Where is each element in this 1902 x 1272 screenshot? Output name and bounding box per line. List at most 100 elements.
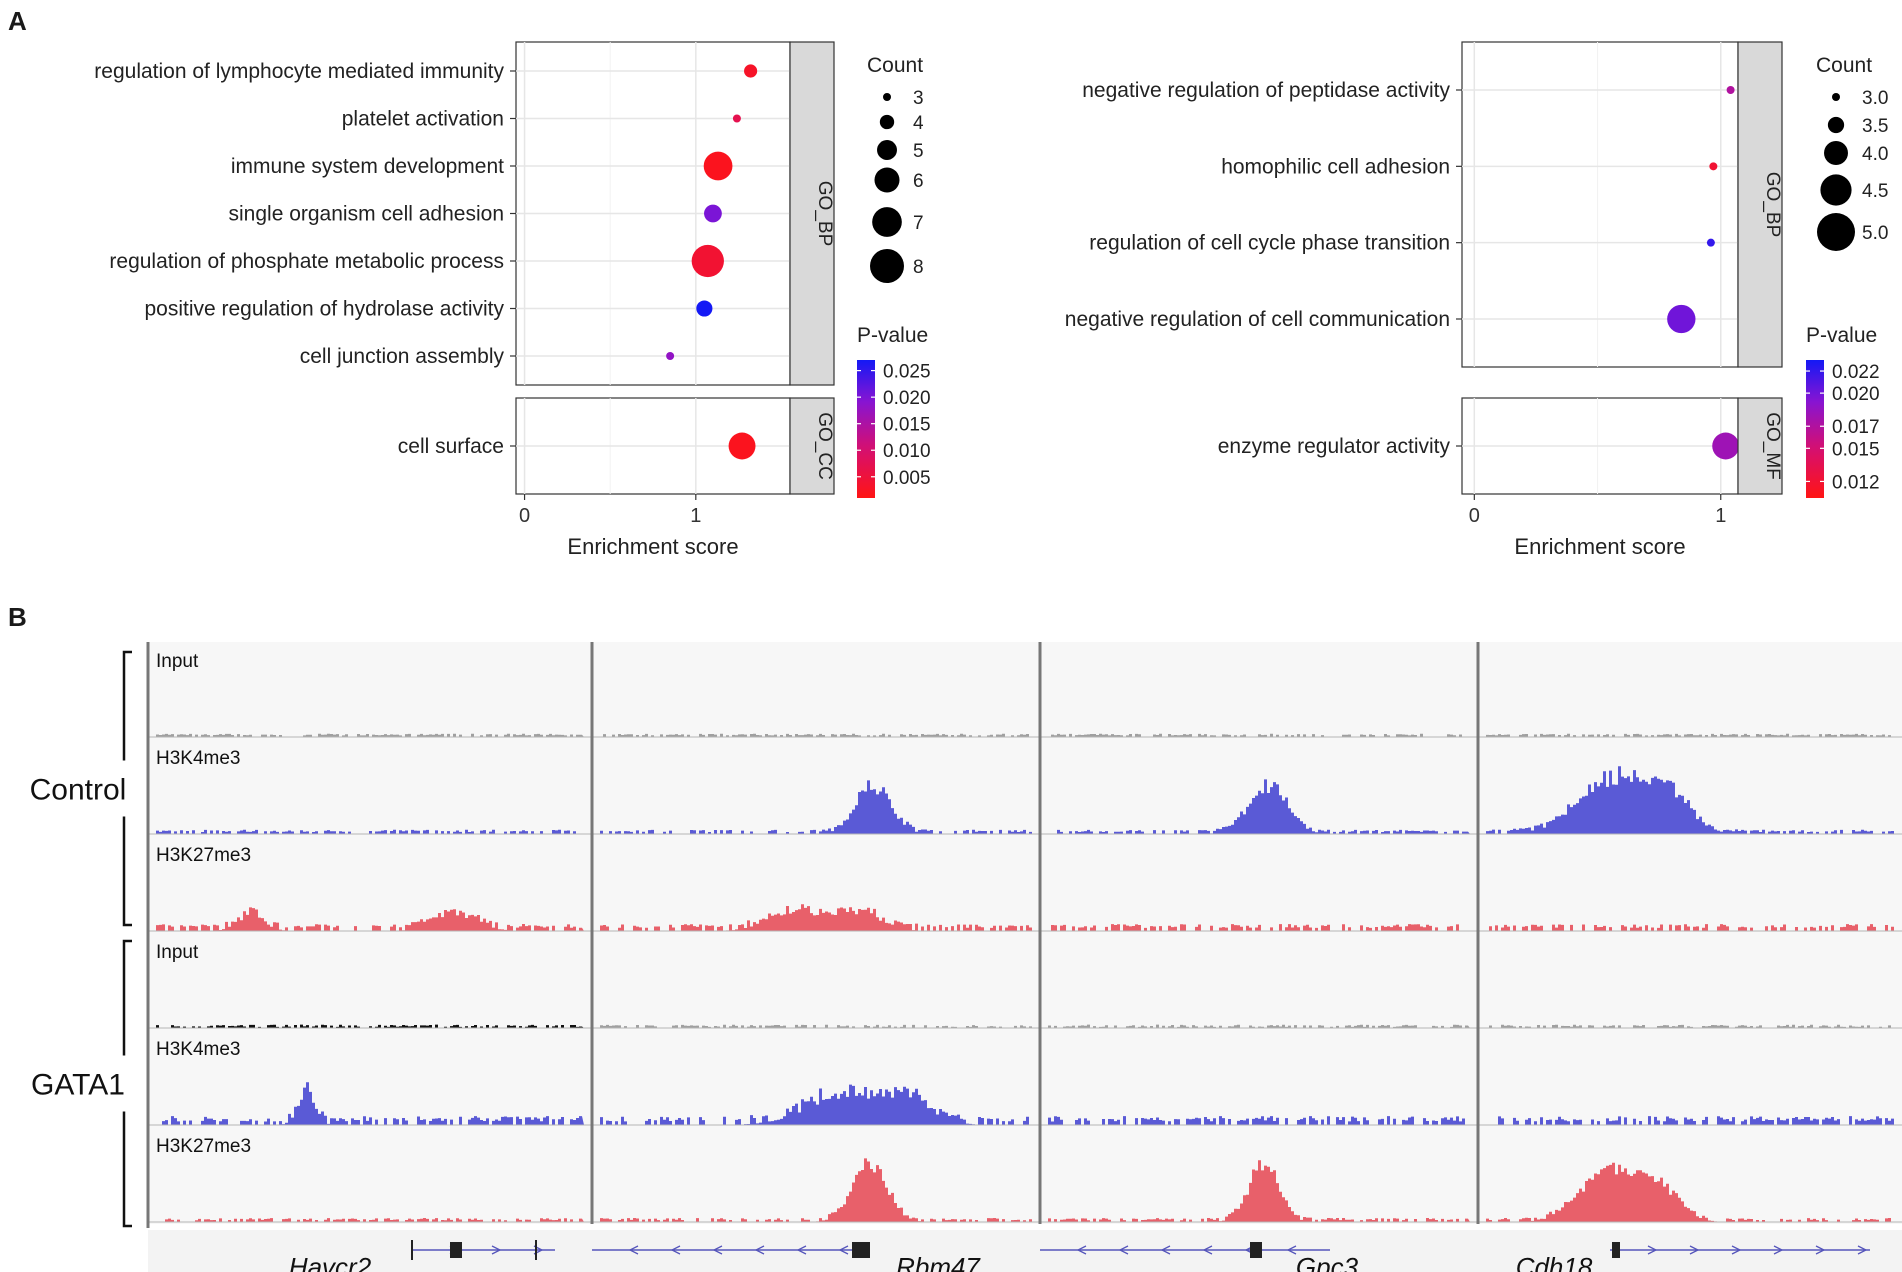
strand-arrow xyxy=(491,1245,502,1255)
pvalue-legend-label: 0.020 xyxy=(1832,384,1880,405)
signal-input-havcr2 xyxy=(156,733,584,737)
track-label: H3K27me3 xyxy=(156,1136,251,1157)
strand-arrow xyxy=(712,1245,723,1255)
count-legend-title: Count xyxy=(1816,54,1872,77)
x-tick-label: 1 xyxy=(1715,505,1726,527)
count-legend-dot xyxy=(1817,213,1855,251)
count-legend-title: Count xyxy=(867,54,923,77)
data-point xyxy=(744,64,758,78)
pvalue-legend-label: 0.017 xyxy=(1832,417,1880,438)
data-point xyxy=(666,352,675,360)
panel-a-label: A xyxy=(8,6,27,36)
data-point xyxy=(1709,162,1718,171)
strand-arrow xyxy=(1857,1245,1868,1255)
count-legend-label: 6 xyxy=(913,171,924,192)
data-point xyxy=(1667,304,1696,334)
strand-arrow xyxy=(1773,1245,1784,1255)
count-legend-label: 3.0 xyxy=(1862,88,1888,109)
term-label: homophilic cell adhesion xyxy=(1221,155,1450,178)
count-legend-label: 4.0 xyxy=(1862,144,1888,165)
term-label: regulation of lymphocyte mediated immuni… xyxy=(94,60,504,83)
strand-arrow xyxy=(1689,1245,1700,1255)
track-label: H3K27me3 xyxy=(156,845,251,866)
x-axis-title: Enrichment score xyxy=(567,534,738,559)
strand-arrow xyxy=(838,1245,849,1255)
count-legend-label: 3.5 xyxy=(1862,116,1888,137)
gene-label: Havcr2 xyxy=(289,1252,372,1272)
pvalue-legend-label: 0.010 xyxy=(883,441,931,462)
tracks-background xyxy=(148,642,1902,1224)
strand-arrow xyxy=(754,1245,765,1255)
group-label: Control xyxy=(30,774,127,807)
strand-arrow xyxy=(1160,1245,1171,1255)
signal-h3k4me3-gpc3 xyxy=(1048,779,1470,834)
facet-label: GO_BP xyxy=(814,181,835,246)
pvalue-legend-label: 0.005 xyxy=(883,468,931,489)
count-legend-label: 7 xyxy=(913,213,924,234)
signal-h3k4me3-gpc3 xyxy=(1048,1116,1470,1125)
term-label: negative regulation of peptidase activit… xyxy=(1082,79,1450,102)
data-point xyxy=(691,244,724,278)
chip-seq-tracks: Input H3K4me3 H3K27me3 Input H3K4me3 H3K27me3… xyxy=(30,642,1902,1272)
strand-arrow xyxy=(1647,1245,1658,1255)
term-label: positive regulation of hydrolase activit… xyxy=(144,298,504,321)
count-legend-dot xyxy=(870,249,904,283)
x-tick-label: 0 xyxy=(519,505,530,527)
count-legend-label: 8 xyxy=(913,257,924,278)
signal-h3k27me3-gpc3 xyxy=(1048,1160,1470,1222)
term-label: negative regulation of cell communicatio… xyxy=(1065,308,1450,331)
facet-label: GO_CC xyxy=(814,412,835,480)
term-label: platelet activation xyxy=(342,108,504,131)
strand-arrow xyxy=(1815,1245,1826,1255)
data-point xyxy=(732,114,741,123)
count-legend-label: 4 xyxy=(913,113,924,134)
count-legend-label: 5.0 xyxy=(1862,223,1888,244)
facet-strip xyxy=(1737,41,1783,368)
data-point xyxy=(1726,86,1735,94)
track-label: H3K4me3 xyxy=(156,748,241,769)
go-dotplot-right: negative regulation of peptidase activit… xyxy=(1065,41,1888,559)
term-label: enzyme regulator activity xyxy=(1218,435,1451,458)
count-legend-dot xyxy=(872,207,902,237)
signal-h3k4me3-cdh18 xyxy=(1486,1116,1894,1125)
data-point xyxy=(1706,238,1715,247)
signal-h3k27me3-havcr2 xyxy=(156,1217,584,1222)
term-label: cell junction assembly xyxy=(300,345,505,368)
facet-strip xyxy=(789,41,835,386)
gene-label: Cdh18 xyxy=(1516,1252,1593,1272)
signal-h3k27me3-rbm47 xyxy=(600,904,1032,931)
data-point xyxy=(703,151,733,181)
gene-annotation-strip xyxy=(148,1230,1902,1272)
term-label: regulation of phosphate metabolic proces… xyxy=(109,250,504,273)
signal-input-rbm47 xyxy=(600,733,1032,737)
pvalue-legend-label: 0.020 xyxy=(883,388,931,409)
strand-arrow xyxy=(1202,1245,1213,1255)
exon-block xyxy=(852,1242,870,1258)
x-tick-label: 0 xyxy=(1469,505,1480,527)
pvalue-legend-title: P-value xyxy=(857,324,928,347)
facet-strip xyxy=(789,397,835,495)
count-legend-dot xyxy=(879,114,895,130)
strand-arrow xyxy=(1118,1245,1129,1255)
signal-h3k27me3-gpc3 xyxy=(1048,924,1470,931)
data-point xyxy=(728,432,756,460)
pvalue-legend-title: P-value xyxy=(1806,324,1877,347)
track-label: Input xyxy=(156,651,199,672)
count-legend-dot xyxy=(874,167,900,193)
count-legend-dot xyxy=(1820,174,1852,206)
signal-input-havcr2 xyxy=(156,1024,584,1028)
signal-input-gpc3 xyxy=(1048,733,1470,737)
x-tick-label: 1 xyxy=(690,505,701,527)
pvalue-legend-label: 0.015 xyxy=(883,415,931,436)
pvalue-legend-label: 0.022 xyxy=(1832,362,1880,383)
signal-input-cdh18 xyxy=(1486,733,1894,737)
count-legend-dot xyxy=(1827,116,1845,134)
signal-input-cdh18 xyxy=(1486,1024,1894,1028)
term-label: immune system development xyxy=(231,155,504,178)
exon-block xyxy=(450,1242,462,1258)
signal-h3k27me3-cdh18 xyxy=(1486,924,1894,931)
strand-arrow xyxy=(796,1245,807,1255)
group-bracket xyxy=(122,650,132,927)
signal-input-rbm47 xyxy=(600,1024,1032,1028)
